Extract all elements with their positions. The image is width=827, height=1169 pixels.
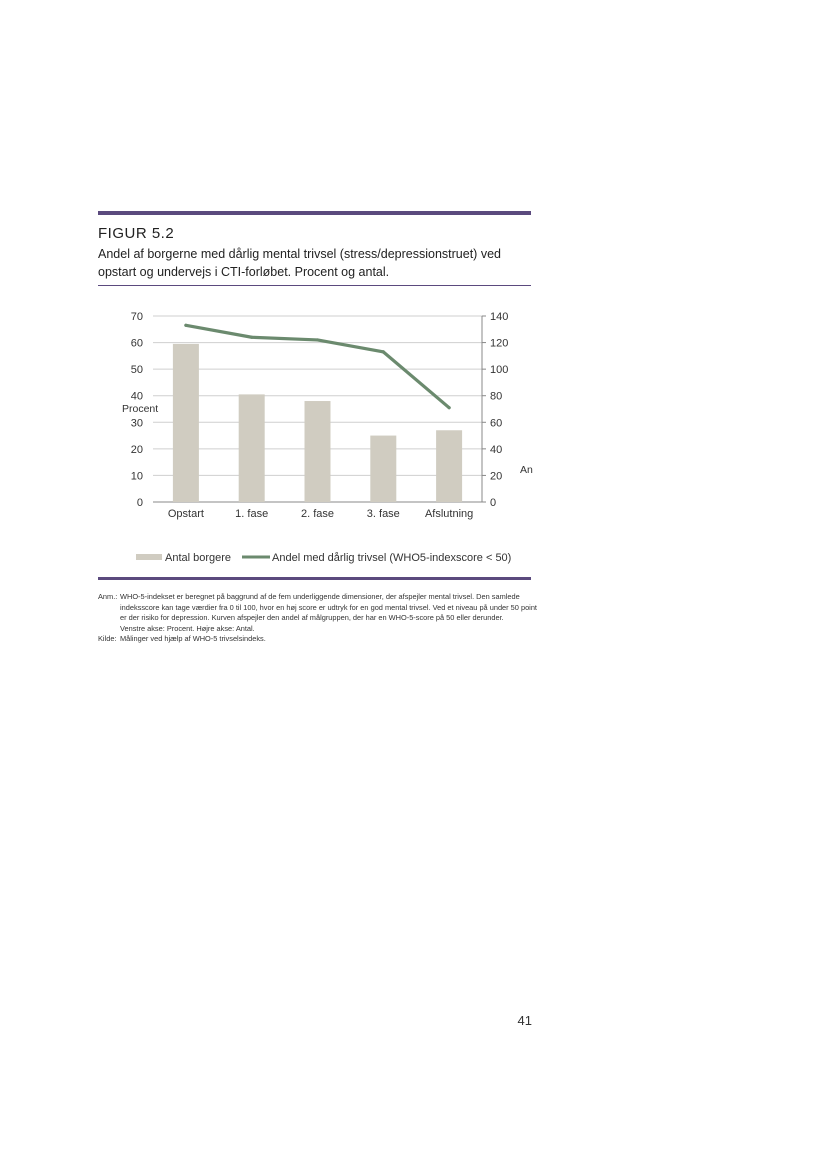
y-right-tick-label: 100 [490,364,508,376]
note-text: Målinger ved hjælp af WHO-5 trivselsinde… [120,634,538,645]
line-point [447,406,451,410]
legend-label: Antal borgere [165,552,231,564]
line-point [184,323,188,327]
x-tick-label: Opstart [168,508,204,520]
y-right-tick-label: 60 [490,417,502,429]
x-tick-label: 1. fase [235,508,268,520]
y-left-axis-label: Procent [122,403,158,415]
y-right-tick-label: 20 [490,470,502,482]
note-key: Anm.: [98,592,118,601]
note-row-anm: Anm.: WHO-5-indekset er beregnet på bagg… [98,592,538,634]
legend-swatch-bar [136,554,162,560]
note-line: WHO-5-indekset er beregnet på baggrund a… [120,592,537,623]
x-tick-label: Afslutning [425,508,473,520]
figure-bottom-rule [98,577,531,580]
y-left-tick-label: 30 [131,417,143,429]
note-key: Kilde: [98,634,117,644]
figure-title: Andel af borgerne med dårlig mental triv… [98,247,501,279]
y-left-tick-label: 20 [131,444,143,456]
line-point [381,350,385,354]
figure-notes: Anm.: WHO-5-indekset er beregnet på bagg… [98,592,538,645]
y-right-tick-label: 0 [490,497,496,509]
line-point [250,335,254,339]
line-point [315,338,320,342]
y-left-tick-label: 70 [131,311,143,323]
y-left-tick-label: 40 [131,391,143,403]
combo-chart: 0 10 20 30 40 50 60 70 0 20 40 60 80 100 120 140 Opstart… [122,311,533,564]
y-left-tick-label: 0 [137,497,143,509]
page-number: 41 [517,1013,532,1028]
note-line: Venstre akse: Procent. Højre akse: Antal… [120,623,255,633]
y-right-tick-label: 120 [490,338,508,350]
bar [172,343,199,502]
y-right-tick-label: 80 [490,391,502,403]
y-right-tick-label: 40 [490,444,502,456]
note-row-kilde: Kilde: Målinger ved hjælp af WHO-5 trivs… [98,634,538,645]
note-text: WHO-5-indekset er beregnet på baggrund a… [120,592,538,634]
bar [238,394,265,502]
y-right-tick-label: 140 [490,311,508,323]
bar [304,401,331,502]
note-line: Målinger ved hjælp af WHO-5 trivselsinde… [120,634,266,644]
y-left-tick-label: 10 [131,470,143,482]
y-right-axis-label: An [520,464,533,476]
figure-label: FIGUR 5.2 [98,225,175,242]
x-tick-label: 3. fase [367,508,400,520]
figure-title-rule [98,285,531,286]
legend-label: Andel med dårlig trivsel (WHO5-indexscor… [272,552,511,564]
figure-top-rule [98,211,531,215]
y-left-tick-label: 50 [131,364,143,376]
y-left-tick-label: 60 [131,338,143,350]
bar [370,435,397,502]
x-tick-label: 2. fase [301,508,334,520]
bar [436,430,463,502]
